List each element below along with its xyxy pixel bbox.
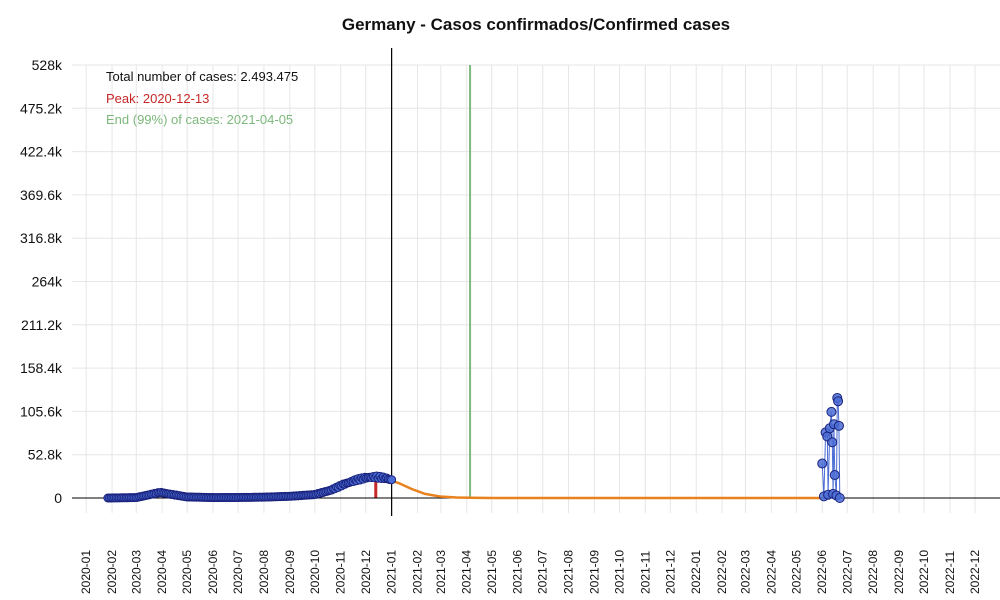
x-tick-label: 2021-05 <box>485 550 499 594</box>
x-tick-label: 2022-04 <box>764 550 778 594</box>
x-tick-label: 2022-05 <box>789 550 803 594</box>
y-tick-label: 52.8k <box>28 447 63 463</box>
x-tick-label: 2021-07 <box>536 550 550 594</box>
y-tick-label: 316.8k <box>20 230 63 246</box>
x-tick-label: 2021-08 <box>562 550 576 594</box>
x-tick-label: 2022-06 <box>815 550 829 594</box>
x-tick-label: 2020-10 <box>308 550 322 594</box>
y-tick-label: 0 <box>54 490 62 506</box>
x-tick-label: 2021-01 <box>385 550 399 594</box>
y-tick-label: 264k <box>32 274 63 290</box>
x-tick-label: 2021-04 <box>460 550 474 594</box>
x-tick-label: 2020-12 <box>359 550 373 594</box>
y-tick-label: 211.2k <box>21 317 63 333</box>
x-tick-label: 2022-03 <box>738 550 752 594</box>
observed-point <box>834 493 845 503</box>
x-tick-label: 2021-02 <box>410 550 424 594</box>
x-tick-label: 2021-06 <box>511 550 525 594</box>
y-tick-label: 528k <box>32 57 63 73</box>
observed-point <box>827 437 838 448</box>
x-tick-label: 2020-09 <box>283 550 297 594</box>
observed-point <box>833 420 844 431</box>
y-tick-label: 369.6k <box>20 187 63 203</box>
x-tick-label: 2022-02 <box>715 550 729 594</box>
peak-annotation: Peak: 2020-12-13 <box>106 91 209 106</box>
x-tick-label: 2022-07 <box>840 550 854 594</box>
x-tick-label: 2020-08 <box>257 550 271 594</box>
data-points <box>103 392 845 503</box>
x-tick-label: 2022-12 <box>968 550 982 594</box>
observed-point <box>826 406 837 417</box>
chart-title: Germany - Casos confirmados/Confirmed ca… <box>342 15 730 34</box>
x-tick-label: 2020-05 <box>180 550 194 594</box>
x-tick-label: 2020-11 <box>334 551 348 594</box>
x-tick-label: 2022-08 <box>866 550 880 594</box>
x-tick-labels: 2020-01 2020-02 2020-03 2020-04 2020-05 2020-… <box>79 550 982 594</box>
observed-point <box>829 470 840 481</box>
observed-point <box>833 396 844 407</box>
x-tick-label: 2020-01 <box>79 550 93 594</box>
y-tick-labels: 0 52.8k 105.6k 158.4k 211.2k 264k 316.8k 369.6k… <box>20 57 63 506</box>
grid <box>72 64 1000 513</box>
y-tick-label: 105.6k <box>20 403 63 419</box>
x-tick-label: 2020-06 <box>206 550 220 594</box>
x-tick-label: 2021-10 <box>612 550 626 594</box>
end-annotation: End (99%) of cases: 2021-04-05 <box>106 112 293 127</box>
x-tick-label: 2020-02 <box>105 550 119 594</box>
x-tick-label: 2022-10 <box>917 550 931 594</box>
x-tick-label: 2021-03 <box>434 550 448 594</box>
y-tick-label: 158.4k <box>20 360 63 376</box>
x-tick-label: 2021-12 <box>663 550 677 594</box>
y-tick-label: 422.4k <box>20 144 63 160</box>
y-tick-label: 475.2k <box>20 100 63 116</box>
observed-point <box>817 458 828 469</box>
x-tick-label: 2021-11 <box>638 551 652 594</box>
x-tick-label: 2020-04 <box>155 550 169 594</box>
total-cases-annotation: Total number of cases: 2.493.475 <box>106 69 298 84</box>
x-tick-label: 2020-03 <box>129 550 143 594</box>
x-tick-label: 2020-07 <box>231 550 245 594</box>
x-tick-label: 2022-01 <box>689 550 703 594</box>
x-tick-label: 2021-09 <box>587 550 601 594</box>
x-tick-label: 2022-11 <box>943 551 957 594</box>
observed-point <box>387 475 397 485</box>
x-tick-label: 2022-09 <box>892 550 906 594</box>
